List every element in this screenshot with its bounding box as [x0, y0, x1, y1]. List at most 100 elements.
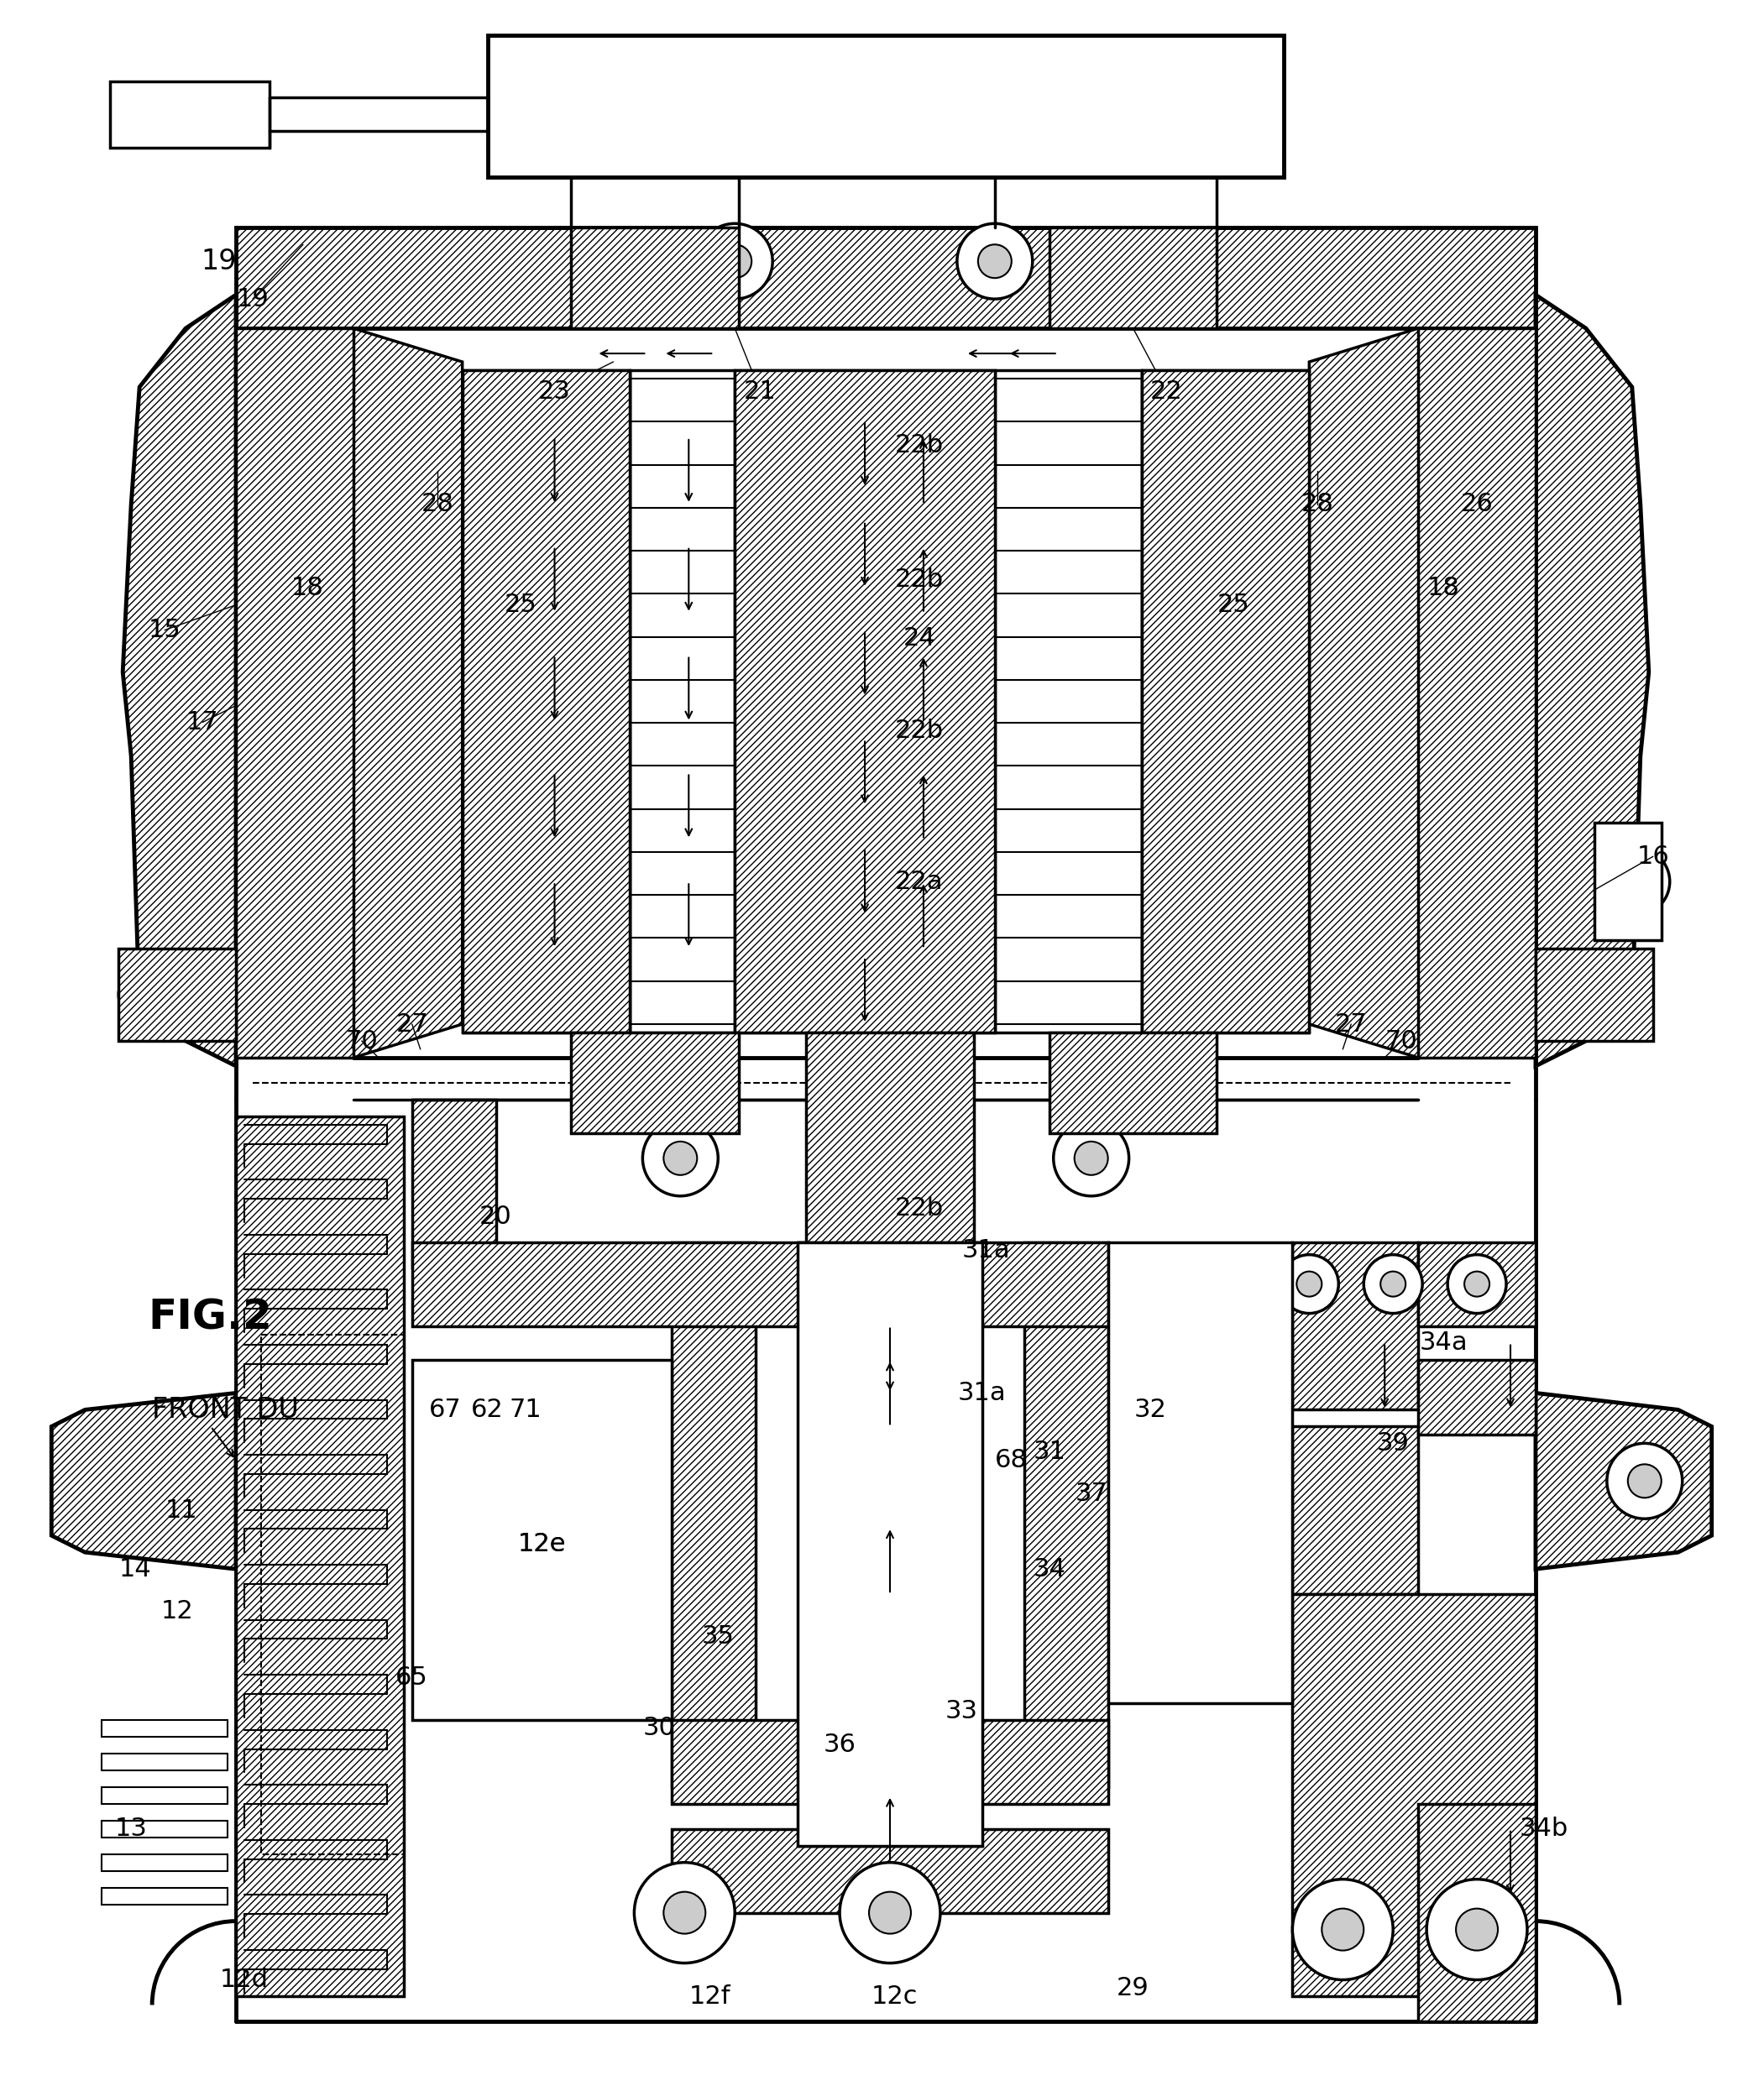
Bar	[1418, 1241, 1536, 1327]
Text: 12c: 12c	[871, 1984, 917, 2009]
Bar	[236, 1116, 404, 1996]
Text: 22a: 22a	[894, 870, 944, 893]
Circle shape	[1150, 1268, 1184, 1302]
Circle shape	[663, 1892, 706, 1934]
Circle shape	[1603, 970, 1653, 1020]
Text: 13: 13	[115, 1817, 148, 1842]
Polygon shape	[51, 1393, 236, 1569]
Text: 35: 35	[702, 1623, 734, 1648]
Circle shape	[1293, 1879, 1394, 1980]
Text: 67: 67	[429, 1398, 462, 1423]
Text: 12d: 12d	[220, 1967, 268, 1992]
Text: 22b: 22b	[894, 718, 944, 743]
Circle shape	[1074, 1141, 1108, 1174]
Circle shape	[118, 970, 169, 1020]
Bar	[1293, 1241, 1418, 1410]
Text: 16: 16	[1637, 845, 1669, 868]
Text: 31: 31	[1034, 1439, 1065, 1464]
Text: 28: 28	[422, 492, 453, 517]
Text: 31a: 31a	[961, 1239, 1011, 1262]
Text: 32: 32	[1134, 1398, 1166, 1423]
Text: 22b: 22b	[894, 1197, 944, 1220]
Bar	[672, 1721, 1108, 1804]
Circle shape	[1381, 1272, 1406, 1297]
Bar	[236, 328, 353, 1058]
Bar	[462, 369, 630, 1033]
Text: 27: 27	[395, 1012, 429, 1037]
Bar	[261, 1335, 404, 1854]
Bar	[1536, 949, 1653, 1041]
Text: 19: 19	[201, 248, 236, 275]
Bar	[797, 1241, 983, 1846]
Text: 22b: 22b	[894, 567, 944, 592]
Circle shape	[1427, 1879, 1528, 1980]
Bar	[572, 1033, 739, 1133]
Bar	[487, 35, 1284, 177]
Bar	[1293, 1594, 1536, 1996]
Text: 23: 23	[538, 380, 572, 403]
Bar	[1050, 1033, 1217, 1133]
Bar	[736, 369, 995, 1033]
Text: 65: 65	[395, 1667, 429, 1690]
Text: 25: 25	[505, 592, 538, 617]
Circle shape	[1448, 1254, 1506, 1314]
Text: 26: 26	[1461, 492, 1492, 517]
Bar	[1595, 824, 1662, 941]
Circle shape	[907, 1141, 940, 1174]
Circle shape	[1321, 1909, 1364, 1950]
Circle shape	[958, 223, 1032, 298]
Text: 30: 30	[644, 1717, 676, 1740]
Text: 28: 28	[1302, 492, 1334, 517]
Circle shape	[718, 244, 751, 277]
Text: 62: 62	[471, 1398, 505, 1423]
Bar	[1293, 1427, 1418, 1594]
Text: 12e: 12e	[519, 1531, 566, 1556]
Circle shape	[642, 1120, 718, 1195]
Text: 31a: 31a	[958, 1381, 1007, 1406]
Circle shape	[1603, 849, 1671, 916]
Bar	[572, 227, 739, 328]
Bar	[236, 227, 1536, 328]
Text: 37: 37	[1074, 1481, 1108, 1506]
Text: 39: 39	[1376, 1431, 1409, 1456]
Circle shape	[663, 1141, 697, 1174]
Text: 24: 24	[903, 626, 935, 651]
Text: FIG.2: FIG.2	[148, 1297, 272, 1337]
Text: 25: 25	[1217, 592, 1251, 617]
Bar	[118, 949, 236, 1041]
Text: 18: 18	[1427, 576, 1459, 601]
Text: 21: 21	[744, 380, 776, 403]
Circle shape	[1297, 1272, 1321, 1297]
Circle shape	[697, 223, 773, 298]
Text: 19: 19	[236, 286, 268, 311]
Bar	[1141, 369, 1309, 1033]
Polygon shape	[123, 294, 236, 1066]
Text: 22b: 22b	[894, 434, 944, 457]
Bar	[413, 1099, 496, 1268]
Text: 36: 36	[824, 1733, 856, 1756]
Bar	[672, 1241, 755, 1788]
Bar	[1025, 1241, 1108, 1788]
Text: 12f: 12f	[690, 1984, 730, 2009]
Text: 17: 17	[187, 709, 219, 734]
Text: 27: 27	[1335, 1012, 1367, 1037]
Bar	[1050, 227, 1217, 328]
Circle shape	[977, 244, 1011, 277]
Text: 70: 70	[1385, 1028, 1418, 1053]
Text: 71: 71	[510, 1398, 542, 1423]
Circle shape	[1364, 1254, 1422, 1314]
Circle shape	[886, 1120, 961, 1195]
Text: FRONT DU: FRONT DU	[152, 1396, 298, 1423]
Bar	[1418, 328, 1536, 1058]
Circle shape	[1455, 1909, 1498, 1950]
Circle shape	[1053, 1120, 1129, 1195]
Polygon shape	[1536, 294, 1649, 1066]
Bar	[1418, 1804, 1536, 2021]
Bar	[109, 81, 270, 148]
Circle shape	[1607, 1444, 1683, 1519]
Text: 12: 12	[161, 1598, 194, 1623]
Circle shape	[870, 1892, 910, 1934]
Bar	[413, 1360, 672, 1721]
Text: 68: 68	[995, 1448, 1028, 1473]
Bar	[806, 1033, 974, 1241]
